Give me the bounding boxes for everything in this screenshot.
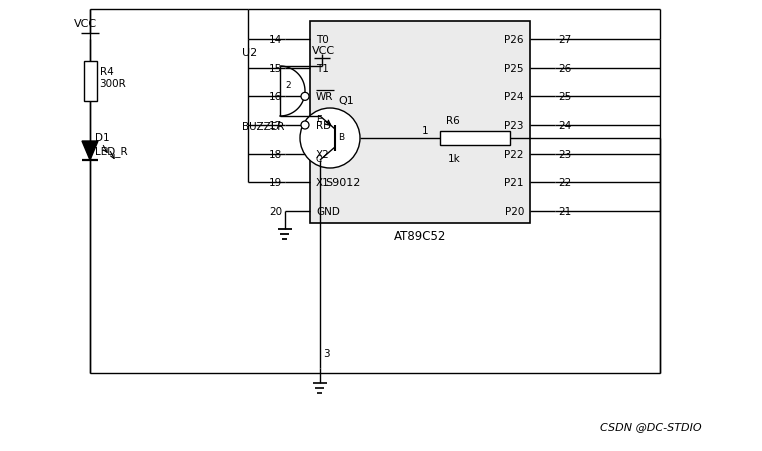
Text: P25: P25 bbox=[504, 64, 524, 74]
Polygon shape bbox=[82, 142, 98, 161]
Text: S9012: S9012 bbox=[325, 178, 360, 188]
Text: 22: 22 bbox=[558, 178, 572, 188]
Text: X2: X2 bbox=[316, 149, 330, 159]
Text: T1: T1 bbox=[316, 64, 329, 74]
Text: X1: X1 bbox=[316, 178, 330, 188]
Text: GND: GND bbox=[316, 207, 340, 216]
Text: BUZZER: BUZZER bbox=[242, 122, 284, 132]
Text: 23: 23 bbox=[558, 149, 572, 159]
Text: P24: P24 bbox=[504, 92, 524, 102]
Text: 1: 1 bbox=[422, 126, 428, 136]
Text: R6: R6 bbox=[446, 116, 459, 126]
Bar bbox=[440, 132, 510, 146]
Text: U2: U2 bbox=[242, 48, 258, 58]
Text: AT89C52: AT89C52 bbox=[394, 230, 447, 243]
Text: WR: WR bbox=[316, 92, 333, 102]
Text: VCC: VCC bbox=[312, 46, 335, 56]
Circle shape bbox=[301, 93, 309, 101]
Text: C: C bbox=[316, 154, 322, 163]
Text: R4: R4 bbox=[100, 67, 114, 77]
Text: P20: P20 bbox=[504, 207, 524, 216]
Text: P21: P21 bbox=[504, 178, 524, 188]
Bar bbox=[310, 22, 530, 224]
Text: 26: 26 bbox=[558, 64, 572, 74]
Text: 15: 15 bbox=[269, 64, 282, 74]
Text: B: B bbox=[338, 132, 344, 141]
Circle shape bbox=[300, 109, 360, 169]
Text: LED_R: LED_R bbox=[95, 146, 127, 157]
Text: D1: D1 bbox=[95, 133, 110, 143]
Text: 20: 20 bbox=[269, 207, 282, 216]
Text: 27: 27 bbox=[558, 35, 572, 45]
Text: P26: P26 bbox=[504, 35, 524, 45]
Bar bbox=[84, 62, 97, 102]
Text: P23: P23 bbox=[504, 121, 524, 131]
Circle shape bbox=[301, 122, 309, 130]
Text: CSDN @DC-STDIO: CSDN @DC-STDIO bbox=[600, 421, 702, 431]
Text: VCC: VCC bbox=[74, 19, 97, 29]
Text: 21: 21 bbox=[558, 207, 572, 216]
Text: 17: 17 bbox=[269, 121, 282, 131]
Text: Q1: Q1 bbox=[338, 96, 354, 106]
Text: T0: T0 bbox=[316, 35, 328, 45]
Text: 19: 19 bbox=[269, 178, 282, 188]
Text: P22: P22 bbox=[504, 149, 524, 159]
Text: RD: RD bbox=[316, 121, 331, 131]
Text: E: E bbox=[316, 114, 322, 123]
Text: 14: 14 bbox=[269, 35, 282, 45]
Text: 24: 24 bbox=[558, 121, 572, 131]
Text: 25: 25 bbox=[558, 92, 572, 102]
Text: 16: 16 bbox=[269, 92, 282, 102]
Text: 300R: 300R bbox=[100, 79, 126, 89]
Text: 3: 3 bbox=[323, 348, 330, 358]
Text: 1k: 1k bbox=[448, 154, 461, 164]
Text: 2: 2 bbox=[285, 81, 290, 90]
Text: 18: 18 bbox=[269, 149, 282, 159]
